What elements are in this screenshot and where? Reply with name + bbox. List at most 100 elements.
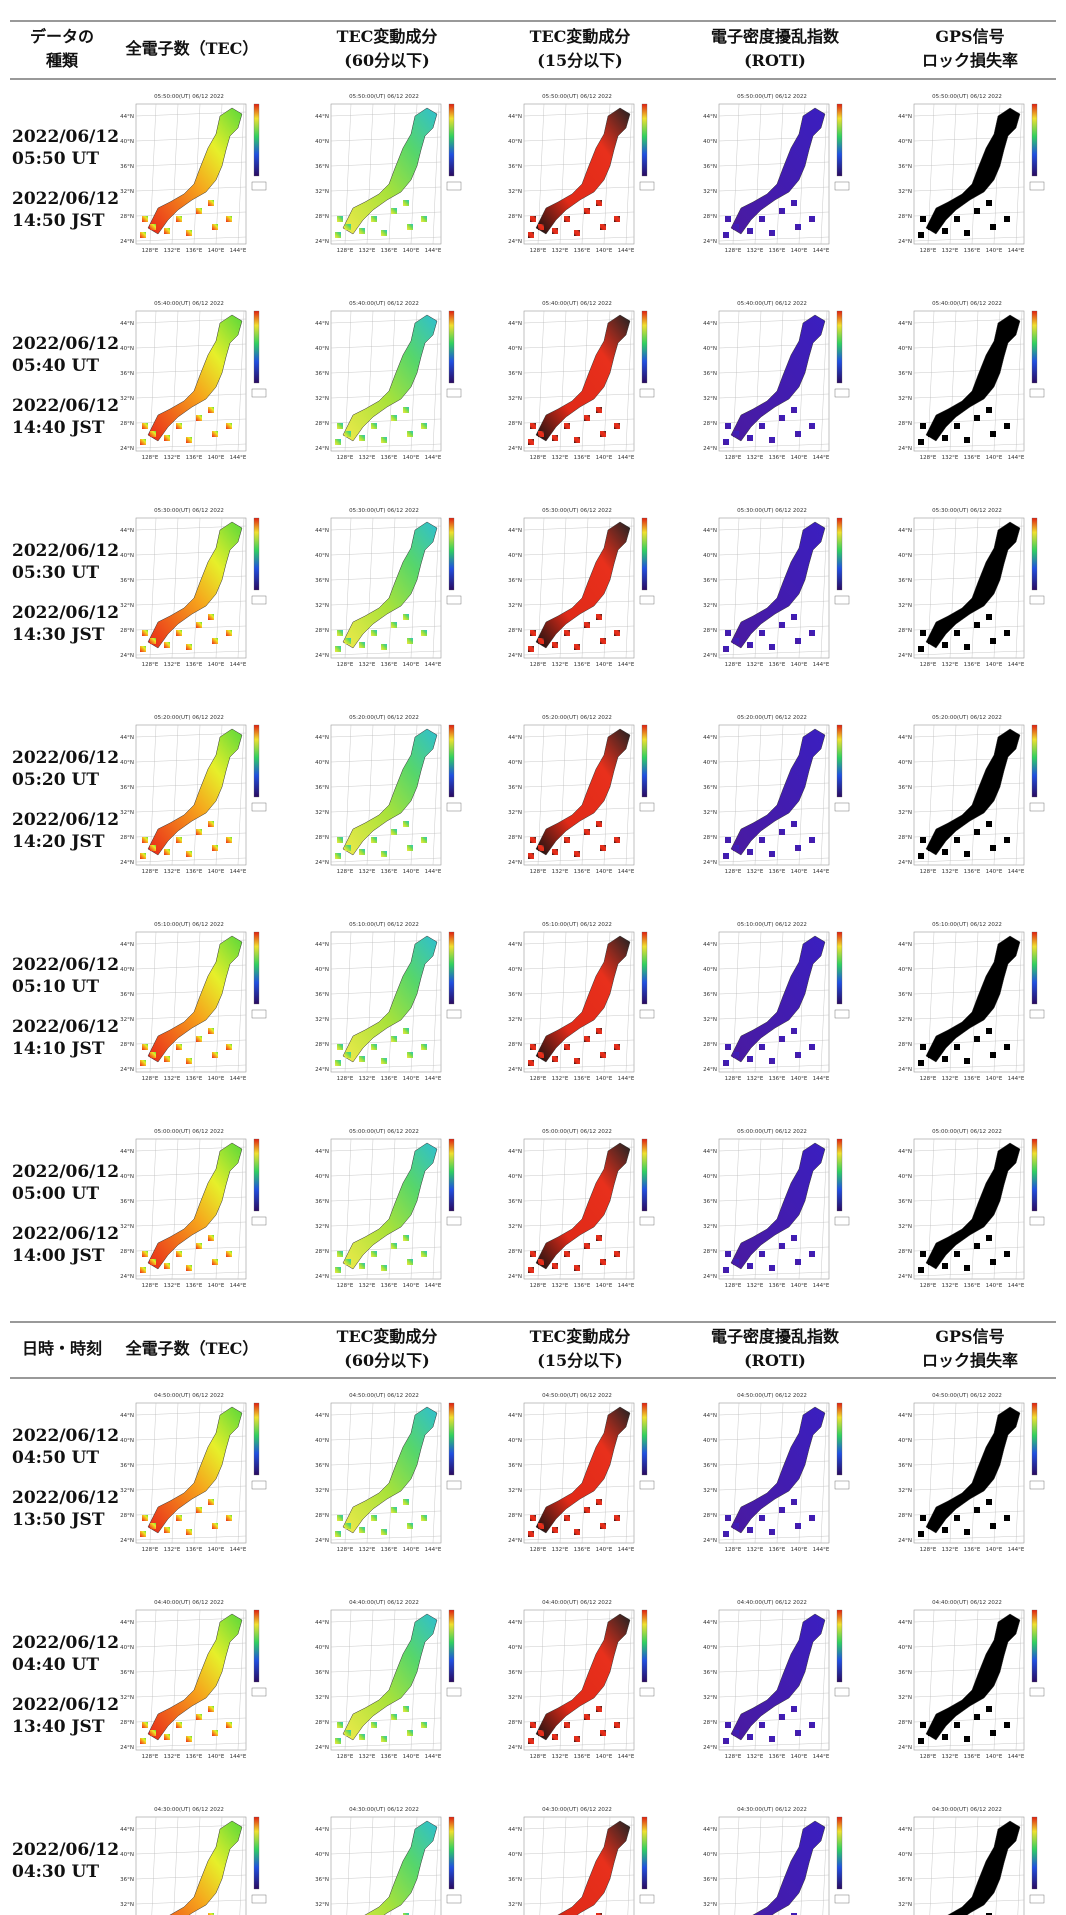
header-line: 電子密度擾乱指数 (710, 1327, 839, 1346)
coverage-dot (186, 230, 192, 236)
map-land (918, 728, 1021, 859)
map-lat-label: 32°N (703, 1695, 717, 1701)
map-grid (754, 103, 762, 245)
coverage-dot (371, 1251, 377, 1257)
map-grid (135, 989, 247, 995)
map-lon-label: 128°E (725, 248, 742, 254)
coverage-dot (733, 845, 739, 851)
map-lon-label: 128°E (142, 455, 159, 461)
map-grid (171, 103, 179, 245)
map-tag (446, 1480, 462, 1490)
map-image: 05:10:00(UT) 06/12 2022 44°N 40°N 36°N 32°N 2… (508, 922, 655, 1082)
map-lon-label: 140°E (986, 1547, 1003, 1553)
map-lat-label: 40°N (120, 346, 134, 352)
map-grid (171, 517, 179, 659)
map-land (140, 314, 243, 445)
coverage-dot (371, 1515, 377, 1521)
coverage-dot (723, 232, 729, 238)
coverage-dot (596, 1028, 602, 1034)
coverage-dot (920, 630, 926, 636)
coverage-dot (791, 614, 797, 620)
coverage-dot (942, 1734, 948, 1740)
coverage-dot (964, 851, 970, 857)
coverage-dot (552, 1056, 558, 1062)
map-lat-label: 32°N (315, 1902, 329, 1908)
map-lon-label: 144°E (230, 1076, 247, 1082)
map-tag (834, 388, 850, 398)
coverage-dot (150, 638, 156, 644)
coverage-dot (1004, 1515, 1010, 1521)
coverage-dot (142, 1044, 148, 1050)
colorbar (1031, 1402, 1038, 1476)
map-grid (559, 1138, 567, 1280)
row-time: 2022/06/12 (12, 810, 120, 830)
map-grid (330, 1667, 442, 1673)
coverage (147, 728, 243, 856)
map-grid (820, 103, 828, 245)
map-land (723, 728, 826, 859)
map-tag (639, 595, 655, 605)
map-lat-label: 28°N (120, 835, 134, 841)
map-tag (639, 1480, 655, 1490)
map-lat-label: 32°N (898, 603, 912, 609)
map-lat-label: 44°N (508, 942, 522, 948)
map-title: 05:00:00(UT) 06/12 2022 (542, 1129, 612, 1135)
row-time: 13:50 JST (12, 1510, 105, 1530)
map-grid (776, 724, 784, 866)
map-lon-label: 144°E (230, 248, 247, 254)
coverage-dot (574, 437, 580, 443)
map-grid (330, 1535, 442, 1541)
map-lat-label: 44°N (703, 1827, 717, 1833)
map-lat-label: 24°N (120, 1538, 134, 1544)
map-grid (559, 310, 567, 452)
map-lon-label: 144°E (813, 662, 830, 668)
map-lon-label: 136°E (381, 1283, 398, 1289)
coverage-dot (421, 1251, 427, 1257)
header-cell: TEC変動成分 (60分以下) (292, 1325, 482, 1373)
map-grid (344, 1402, 352, 1544)
map-lon-label: 136°E (574, 1547, 591, 1553)
colorbar (448, 1816, 455, 1890)
coverage-dot (391, 1243, 397, 1249)
map-lat-label: 28°N (315, 214, 329, 220)
map-lon-label: 128°E (920, 1076, 937, 1082)
map-lon-label: 128°E (337, 455, 354, 461)
map-lon-label: 136°E (964, 1283, 981, 1289)
map-lat-label: 44°N (703, 1413, 717, 1419)
map-lat-label: 32°N (120, 603, 134, 609)
map-grid (927, 1609, 935, 1751)
coverage-dot (421, 1722, 427, 1728)
map-grid (625, 1138, 633, 1280)
coverage-dot (403, 200, 409, 206)
coverage (925, 107, 1021, 235)
coverage-dot (186, 851, 192, 857)
map-lon-label: 132°E (552, 869, 569, 875)
coverage-dot (150, 1052, 156, 1058)
map-lon-label: 144°E (813, 1283, 830, 1289)
coverage-dot (596, 821, 602, 827)
map-land (557, 1820, 631, 1915)
map-lat-label: 36°N (898, 164, 912, 170)
map-grid (718, 236, 830, 242)
coverage-dot (791, 407, 797, 413)
coverage-dot (964, 644, 970, 650)
map-lon-label: 140°E (208, 248, 225, 254)
rule (10, 1377, 1056, 1379)
map-grid (949, 1138, 957, 1280)
coverage-dot (974, 1714, 980, 1720)
map-lon-label: 132°E (747, 1283, 764, 1289)
coverage-dot (584, 1036, 590, 1042)
coverage-dot (403, 821, 409, 827)
map-grid (330, 161, 442, 167)
map-grid (388, 103, 396, 245)
map-lat-label: 28°N (898, 1042, 912, 1048)
map-lon-label: 128°E (920, 1283, 937, 1289)
coverage (925, 935, 1021, 1063)
row-time: 2022/06/12 (12, 334, 120, 354)
map-grid (344, 1138, 352, 1280)
coverage-dot (530, 1044, 536, 1050)
coverage (342, 728, 438, 856)
coverage-dot (928, 224, 934, 230)
map-grid (718, 782, 830, 788)
map-lat-label: 28°N (508, 628, 522, 634)
